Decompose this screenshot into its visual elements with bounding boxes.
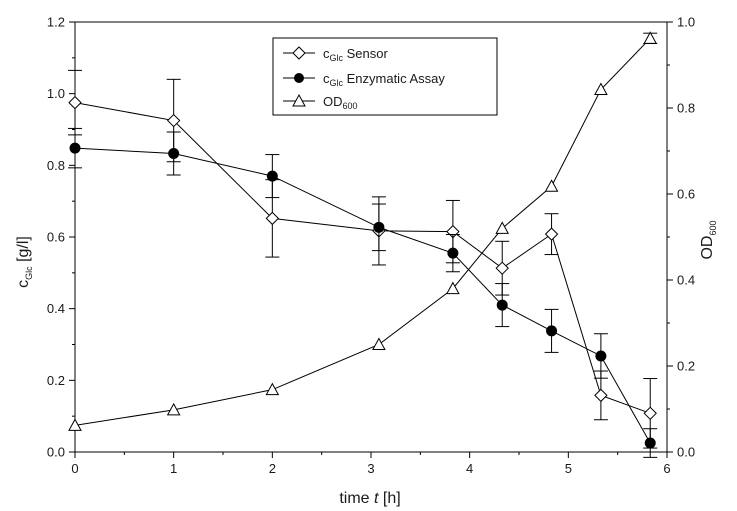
data-point-od600 [372, 337, 386, 350]
y-left-tick-label: 0.4 [47, 301, 65, 316]
data-point-enzymatic-assay [546, 325, 558, 337]
data-point-sensor [68, 95, 82, 110]
data-point-enzymatic-assay [69, 142, 81, 154]
x-tick-label: 4 [466, 461, 473, 476]
y-right-tick-labels: 0.0 0.2 0.4 0.6 0.8 1.0 [677, 15, 695, 460]
y-left-tick-label: 0.8 [47, 158, 65, 173]
y-right-tick-label: 0.2 [677, 359, 695, 374]
data-point-od600 [446, 281, 460, 295]
legend-box [272, 37, 498, 116]
y-left-tick-label: 0.2 [47, 373, 65, 388]
data-point-sensor [166, 113, 181, 128]
x-tick-label: 6 [663, 461, 670, 476]
y-left-tick-label: 0.6 [47, 230, 65, 245]
x-tick-labels: 0 1 2 3 4 5 6 [71, 461, 670, 476]
series-layer [68, 31, 658, 458]
legend-entry-od600: OD600 [283, 93, 358, 111]
data-point-od600 [68, 418, 82, 431]
y-right-tick-label: 0.4 [677, 273, 695, 288]
x-axis-label: time t [h] [339, 490, 400, 507]
data-point-od600 [166, 402, 181, 416]
x-tick-label: 3 [367, 461, 374, 476]
y-right-tick-label: 0.0 [677, 445, 695, 460]
data-point-sensor [643, 406, 657, 421]
y-left-tick-label: 0.0 [47, 445, 65, 460]
data-point-enzymatic-assay [595, 350, 607, 362]
data-point-od600 [594, 82, 608, 96]
series-enzymatic-assay [68, 127, 658, 458]
y-right-tick-label: 0.6 [677, 187, 695, 202]
x-tick-label: 0 [71, 461, 78, 476]
triangle-marker-icon [292, 93, 306, 107]
y-right-axis-label: OD600 [699, 220, 718, 259]
data-point-enzymatic-assay [266, 170, 278, 182]
y-left-tick-label: 1.0 [47, 86, 65, 101]
y-right-tick-label: 1.0 [677, 15, 695, 30]
series-sensor [68, 69, 658, 449]
legend-entry-enzymatic-assay: cGlc Enzymatic Assay [283, 71, 445, 88]
diamond-marker-icon [292, 46, 306, 60]
data-point-enzymatic-assay [373, 221, 385, 233]
data-point-enzymatic-assay [168, 148, 180, 160]
y-left-axis-label: cGlc [g/l] [15, 236, 34, 288]
data-point-sensor [495, 261, 509, 275]
filled-circle-marker-icon [294, 73, 304, 83]
data-point-od600 [495, 221, 510, 234]
x-tick-label: 1 [170, 461, 177, 476]
series-od600 [68, 31, 658, 431]
data-point-sensor [544, 227, 559, 241]
data-point-enzymatic-assay [496, 299, 508, 311]
x-tick-label: 5 [565, 461, 572, 476]
data-point-od600 [544, 179, 559, 192]
y-left-tick-labels: 0.0 0.2 0.4 0.6 0.8 1.0 1.2 [47, 15, 65, 460]
x-tick-label: 2 [269, 461, 276, 476]
data-point-enzymatic-assay [644, 437, 656, 449]
series-line-enzymatic-assay [74, 147, 651, 444]
y-left-tick-label: 1.2 [47, 15, 65, 30]
y-right-tick-label: 0.8 [677, 101, 695, 116]
svg-text:cGlc Enzymatic Assay: cGlc Enzymatic Assay [323, 71, 445, 88]
series-line-sensor [74, 102, 651, 414]
svg-text:cGlc Sensor: cGlc Sensor [323, 46, 388, 63]
legend-entry-sensor: cGlc Sensor [283, 46, 388, 63]
data-point-sensor [594, 388, 608, 403]
svg-text:OD600: OD600 [323, 94, 358, 111]
data-point-od600 [265, 382, 280, 396]
data-point-od600 [643, 31, 658, 44]
legend: cGlc Sensor cGlc Enzymatic Assay OD600 [272, 37, 498, 116]
data-point-sensor [265, 211, 280, 226]
data-point-enzymatic-assay [447, 247, 459, 259]
axis-ticks [69, 21, 673, 458]
